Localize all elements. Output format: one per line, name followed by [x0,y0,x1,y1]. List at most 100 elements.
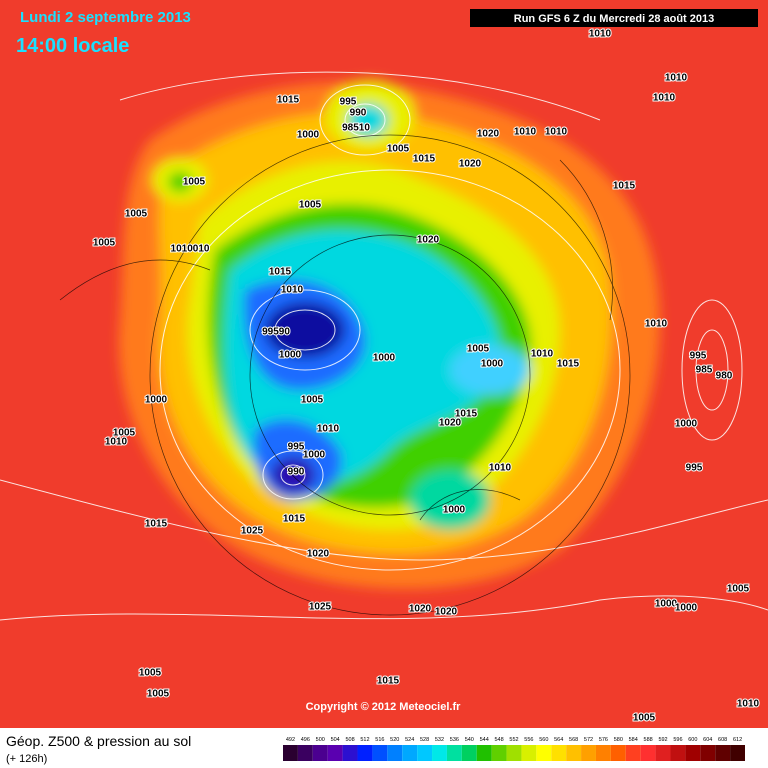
isobar-label: 1005 [301,395,324,406]
isobar-label: 1000 [655,599,678,610]
isobar-label: 1020 [409,604,432,615]
legend-label: 512 [360,737,369,743]
isobar-label: 1015 [455,409,478,420]
legend-swatch [417,745,433,761]
legend-swatch [521,745,537,761]
legend-label: 552 [509,737,518,743]
run-box [470,9,758,27]
date: Lundi 2 septembre 2013 [20,9,191,26]
isobar-label: 1005 [633,713,656,724]
legend-label: 580 [614,737,623,743]
legend-label: 528 [420,737,429,743]
isobar-label: 995 [288,442,305,453]
isobar-label: 1025 [309,602,332,613]
legend-label: 504 [331,737,340,743]
legend-swatch [476,745,492,761]
legend-label: 500 [316,737,325,743]
legend-swatch [700,745,716,761]
isobar-label: 1015 [145,519,168,530]
isobar-label: 1010 [105,437,128,448]
legend-swatch [342,745,358,761]
footer-title: Géop. Z500 & pression au sol [6,733,191,749]
legend-swatch [551,745,567,761]
legend-swatch [595,745,611,761]
isobar-label: 1020 [307,549,330,560]
legend-label: 544 [480,737,489,743]
legend-label: 516 [375,737,384,743]
legend-label: 584 [629,737,638,743]
isobar-label: 1005 [113,428,136,439]
isobar-label: 990 [350,108,367,119]
legend-label: 520 [390,737,399,743]
isobar-label: 1010 [281,285,304,296]
isobar-label: 1020 [435,607,458,618]
isobar-label: 1000 [373,353,396,364]
isobar-label: 1005 [139,668,162,679]
isobar-label: 1010 [514,127,537,138]
isobar-label: 99590 [262,327,290,338]
legend-swatch [446,745,462,761]
legend-label: 568 [569,737,578,743]
legend-label: 612 [733,737,742,743]
legend-label: 596 [673,737,682,743]
isobar-label: 1020 [459,159,482,170]
legend-swatch [283,745,298,761]
isobar-label: 1000 [297,130,320,141]
isobar-label: 98510 [342,123,370,134]
isobar-label: 1015 [413,154,436,165]
legend-swatch [610,745,626,761]
legend-swatch [402,745,418,761]
isobar-label: 1000 [279,350,302,361]
legend-swatch [461,745,477,761]
field [0,0,768,728]
legend-swatch [685,745,701,761]
legend-label: 532 [435,737,444,743]
isobar-label: 1015 [557,359,580,370]
isobar-label: 1005 [387,144,410,155]
isobar-label: 1000 [675,419,698,430]
legend-label: 524 [405,737,414,743]
legend-label: 508 [345,737,354,743]
legend-swatch [357,745,373,761]
local-time: 14:00 locale [16,35,129,57]
legend-label: 536 [450,737,459,743]
isobar-label: 1010010 [171,244,210,255]
legend-swatch [491,745,507,761]
legend-swatch [536,745,552,761]
isobar-label: 1015 [277,95,300,106]
legend: 492 496 500 504 508 512 516 520 524 528 532 536 540 5… [283,737,745,761]
legend-swatch [640,745,656,761]
isobar-label: 1010 [317,424,340,435]
isobar-label: 1010 [545,127,568,138]
isobar-label: 1000 [675,603,698,614]
copyright: Copyright © 2012 Meteociel.fr [306,701,462,713]
isobar-label: 1005 [147,689,170,700]
isobar-label: 1020 [417,235,440,246]
legend-swatch [655,745,671,761]
footer-lead: (+ 126h) [6,753,47,765]
isobar-label: 995 [686,463,703,474]
legend-swatch [387,745,403,761]
isobar-label: 1005 [299,200,322,211]
legend-swatch [372,745,388,761]
isobar-label: 1010 [645,319,668,330]
legend-label: 592 [658,737,667,743]
isobar-label: 1020 [477,129,500,140]
isobar-label: 980 [716,371,733,382]
isobar-label: 1010 [653,93,676,104]
isobar-label: 1015 [269,267,292,278]
isobar-label: 1010 [489,463,512,474]
legend-label: 560 [539,737,548,743]
isobar-label: 1015 [377,676,400,687]
isobar-label: 1000 [481,359,504,370]
isobar-label: 985 [696,365,713,376]
legend-swatch [581,745,596,761]
legend-label: 548 [495,737,504,743]
isobar-label: 1015 [283,514,306,525]
isobar-label: 1005 [467,344,490,355]
isobar-label: 995 [340,97,357,108]
legend-swatch [327,745,343,761]
legend-label: 600 [688,737,697,743]
